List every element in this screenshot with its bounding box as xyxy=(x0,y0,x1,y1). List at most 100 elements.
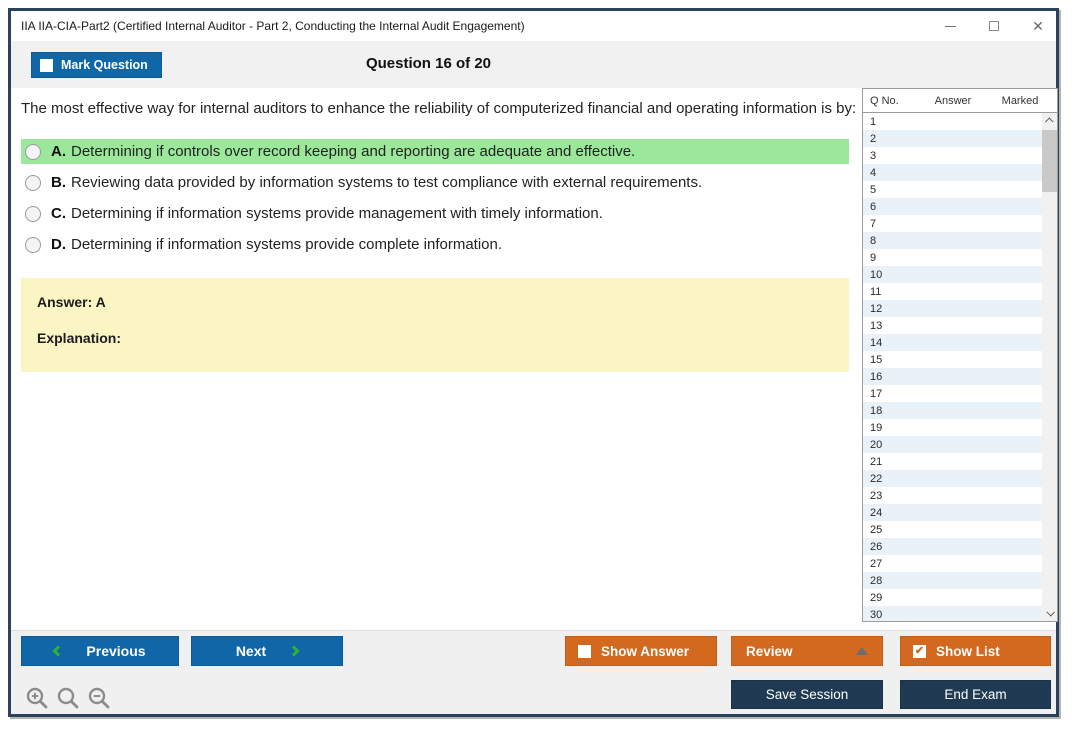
q-no: 19 xyxy=(870,421,883,434)
question-list-row[interactable]: 7 xyxy=(863,215,1042,232)
q-no: 24 xyxy=(870,506,883,519)
answer-label: Answer: A xyxy=(37,294,106,310)
question-list-row[interactable]: 29 xyxy=(863,589,1042,606)
show-answer-checkbox-icon[interactable] xyxy=(578,644,591,658)
zoom-out-icon[interactable] xyxy=(87,686,111,710)
maximize-icon xyxy=(989,21,999,31)
option-text: Reviewing data provided by information s… xyxy=(71,174,703,191)
column-marked: Marked xyxy=(1001,94,1039,107)
question-list-row[interactable]: 20 xyxy=(863,436,1042,453)
question-list-row[interactable]: 17 xyxy=(863,385,1042,402)
review-button[interactable]: Review xyxy=(731,636,883,666)
radio-icon[interactable] xyxy=(25,205,41,222)
option-text: Determining if information systems provi… xyxy=(71,236,503,253)
question-list-row[interactable]: 23 xyxy=(863,487,1042,504)
q-no: 21 xyxy=(870,455,883,468)
question-list-row[interactable]: 13 xyxy=(863,317,1042,334)
q-no: 29 xyxy=(870,591,883,604)
q-no: 11 xyxy=(870,285,882,298)
question-list-row[interactable]: 3 xyxy=(863,147,1042,164)
radio-icon[interactable] xyxy=(25,174,41,191)
maximize-button[interactable] xyxy=(986,18,1002,34)
scroll-up-button[interactable] xyxy=(1042,113,1057,129)
review-label: Review xyxy=(746,643,793,659)
q-no: 3 xyxy=(870,149,877,162)
radio-icon[interactable] xyxy=(25,236,41,253)
q-no: 18 xyxy=(870,404,883,417)
minimize-icon xyxy=(944,25,956,27)
option-d[interactable]: D. Determining if information systems pr… xyxy=(21,232,849,257)
question-list-row[interactable]: 2 xyxy=(863,130,1042,147)
question-list-row[interactable]: 1 xyxy=(863,113,1042,130)
mark-question-checkbox-icon xyxy=(40,58,53,72)
mark-question-label: Mark Question xyxy=(61,58,148,72)
option-b[interactable]: B. Reviewing data provided by informatio… xyxy=(21,170,849,195)
option-c[interactable]: C. Determining if information systems pr… xyxy=(21,201,849,226)
q-no: 14 xyxy=(870,336,883,349)
question-list-row[interactable]: 18 xyxy=(863,402,1042,419)
save-session-button[interactable]: Save Session xyxy=(731,680,883,709)
show-answer-button[interactable]: Show Answer xyxy=(565,636,717,666)
question-list-row[interactable]: 5 xyxy=(863,181,1042,198)
question-list-row[interactable]: 19 xyxy=(863,419,1042,436)
question-list-row[interactable]: 12 xyxy=(863,300,1042,317)
option-letter: B. xyxy=(51,174,66,191)
q-no: 30 xyxy=(870,608,883,621)
question-counter: Question 16 of 20 xyxy=(365,55,492,72)
question-list-row[interactable]: 26 xyxy=(863,538,1042,555)
question-list-row[interactable]: 27 xyxy=(863,555,1042,572)
question-list-row[interactable]: 14 xyxy=(863,334,1042,351)
question-list-row[interactable]: 9 xyxy=(863,249,1042,266)
scrollbar-thumb[interactable] xyxy=(1042,130,1057,192)
question-list-row[interactable]: 28 xyxy=(863,572,1042,589)
option-a[interactable]: A. Determining if controls over record k… xyxy=(21,139,849,164)
q-no: 4 xyxy=(870,166,877,179)
question-list-row[interactable]: 25 xyxy=(863,521,1042,538)
mark-question-button[interactable]: Mark Question xyxy=(31,52,162,78)
zoom-controls xyxy=(25,686,111,710)
question-list-row[interactable]: 21 xyxy=(863,453,1042,470)
close-button[interactable]: ✕ xyxy=(1030,18,1046,34)
question-list-row[interactable]: 30 xyxy=(863,606,1042,621)
question-list-row[interactable]: 16 xyxy=(863,368,1042,385)
save-session-label: Save Session xyxy=(765,687,849,702)
scroll-up-icon xyxy=(1044,117,1054,126)
q-no: 1 xyxy=(870,115,877,128)
question-list-row[interactable]: 11 xyxy=(863,283,1042,300)
q-no: 6 xyxy=(870,200,877,213)
option-text: Determining if controls over record keep… xyxy=(71,143,636,160)
q-no: 25 xyxy=(870,523,883,536)
radio-icon[interactable] xyxy=(25,143,41,160)
option-text: Determining if information systems provi… xyxy=(71,205,603,222)
question-list-row[interactable]: 22 xyxy=(863,470,1042,487)
question-list-row[interactable]: 10 xyxy=(863,266,1042,283)
q-no: 5 xyxy=(870,183,877,196)
question-list-panel: Q No. Answer Marked 1 2 3 4 xyxy=(862,88,1058,622)
zoom-in-icon[interactable] xyxy=(25,686,49,710)
scrollbar[interactable] xyxy=(1042,113,1057,621)
show-list-checkbox-icon[interactable]: ✔ xyxy=(913,644,926,658)
header-strip: Mark Question Question 16 of 20 xyxy=(11,41,1056,88)
question-list-row[interactable]: 24 xyxy=(863,504,1042,521)
footer-bar: Previous Next Show Answer Review ✔ Show … xyxy=(11,630,1056,714)
question-list-row[interactable]: 8 xyxy=(863,232,1042,249)
option-letter: D. xyxy=(51,236,66,253)
question-list-header: Q No. Answer Marked xyxy=(863,89,1057,113)
question-list-row[interactable]: 4 xyxy=(863,164,1042,181)
previous-button[interactable]: Previous xyxy=(21,636,179,666)
q-no: 9 xyxy=(870,251,877,264)
end-exam-button[interactable]: End Exam xyxy=(900,680,1051,709)
chevron-left-icon xyxy=(52,645,65,657)
show-list-button[interactable]: ✔ Show List xyxy=(900,636,1051,666)
next-button[interactable]: Next xyxy=(191,636,343,666)
q-no: 12 xyxy=(870,302,883,315)
q-no: 2 xyxy=(870,132,877,145)
question-list-row[interactable]: 15 xyxy=(863,351,1042,368)
zoom-reset-icon[interactable] xyxy=(56,686,80,710)
show-answer-label: Show Answer xyxy=(601,643,690,659)
question-list-row[interactable]: 6 xyxy=(863,198,1042,215)
q-no: 27 xyxy=(870,557,883,570)
scroll-down-icon xyxy=(1045,608,1055,617)
minimize-button[interactable] xyxy=(942,18,958,34)
scroll-down-button[interactable] xyxy=(1042,605,1057,621)
